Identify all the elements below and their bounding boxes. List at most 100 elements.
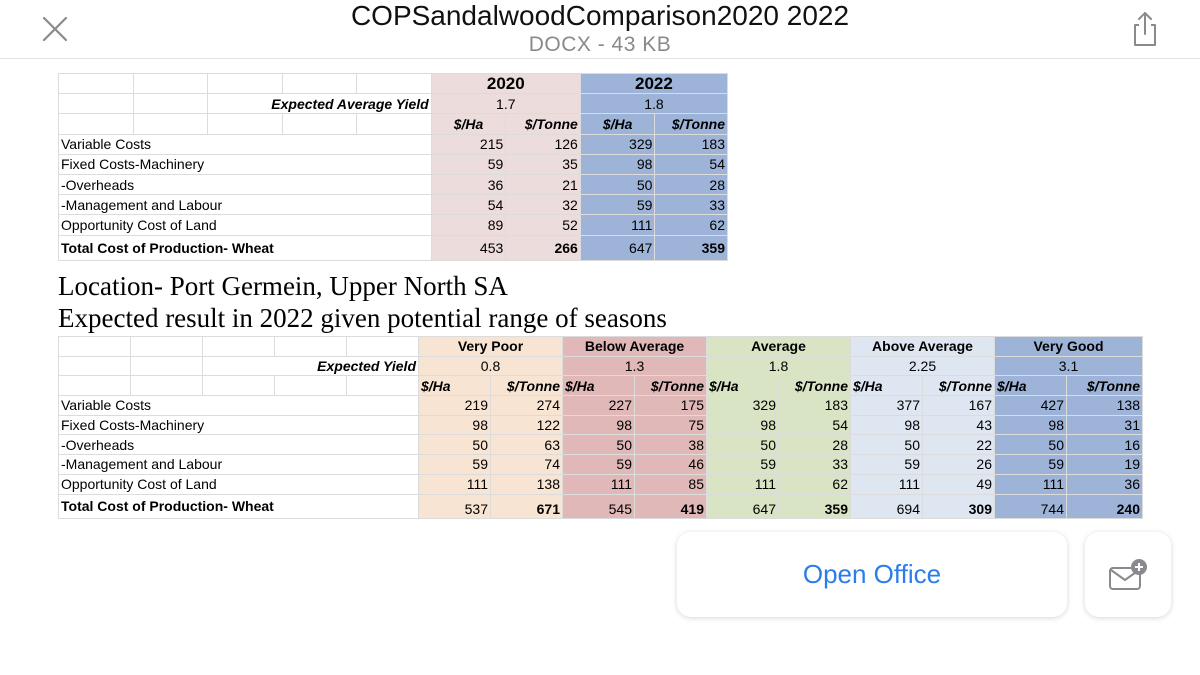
empty-cell [132, 113, 209, 135]
total-value: 309 [922, 493, 995, 519]
open-office-button[interactable]: Open Office [677, 532, 1067, 617]
cost-value: 50 [562, 434, 635, 456]
cost-value: 21 [505, 173, 581, 196]
cost-value: 111 [418, 473, 491, 495]
cost-value: 98 [994, 414, 1067, 436]
yield-value: 1.7 [430, 93, 581, 115]
unit-header: $/Ha [706, 375, 779, 397]
total-value: 647 [706, 493, 779, 519]
yield-value: 0.8 [418, 355, 563, 377]
mail-add-button[interactable] [1085, 532, 1171, 617]
empty-cell [281, 113, 358, 135]
row-label: -Overheads [58, 173, 432, 196]
row-label: Opportunity Cost of Land [58, 214, 432, 236]
unit-header: $/Tonne [778, 375, 851, 397]
total-value: 266 [505, 234, 581, 261]
empty-cell [58, 375, 131, 397]
total-value: 671 [490, 493, 563, 519]
table-row: 2020 2022 [58, 72, 729, 95]
row-label: Variable Costs [58, 395, 419, 416]
share-icon[interactable] [1128, 10, 1162, 48]
empty-cell [132, 72, 209, 95]
cost-value: 36 [1066, 473, 1143, 495]
cost-value: 98 [850, 414, 923, 436]
cost-value: 54 [778, 414, 851, 436]
table-row: Variable Costs 215 126 329 183 [58, 133, 728, 155]
cost-value: 98 [579, 153, 656, 175]
expected-result-text: Expected result in 2022 given potential … [58, 303, 667, 333]
yield-label: Expected Yield [202, 355, 419, 377]
total-value: 240 [1066, 493, 1143, 519]
cost-value: 54 [430, 194, 507, 216]
cost-value: 49 [922, 473, 995, 495]
cost-value: 183 [654, 133, 728, 155]
cost-value: 427 [994, 395, 1067, 416]
header-divider [0, 58, 1200, 59]
empty-cell [274, 336, 347, 357]
table-row: -Management and Labour 59 74 59 46 59 33 59 26 59… [58, 454, 1143, 475]
cost-value: 46 [634, 454, 707, 475]
cost-value: 38 [634, 434, 707, 456]
cost-value: 74 [490, 454, 563, 475]
close-icon[interactable] [38, 12, 72, 46]
table-row: Expected Yield 0.8 1.3 1.8 2.25 3.1 [58, 355, 1143, 377]
row-label: Fixed Costs-Machinery [58, 414, 419, 436]
total-value: 545 [562, 493, 635, 519]
season-header: Below Average [562, 336, 707, 357]
cost-value: 219 [418, 395, 491, 416]
cost-value: 62 [654, 214, 728, 236]
empty-cell [207, 72, 283, 95]
yield-value: 1.3 [562, 355, 707, 377]
unit-header: $/Tonne [922, 375, 995, 397]
empty-cell [58, 355, 131, 377]
empty-cell [130, 336, 203, 357]
season-header: Average [706, 336, 851, 357]
table-row: Opportunity Cost of Land 89 52 111 62 [58, 214, 728, 236]
empty-cell [130, 355, 203, 377]
unit-header: $/Tonne [1066, 375, 1143, 397]
cost-value: 122 [490, 414, 563, 436]
cost-value: 274 [490, 395, 563, 416]
cost-value: 59 [418, 454, 491, 475]
row-label: -Overheads [58, 434, 419, 456]
cost-value: 167 [922, 395, 995, 416]
total-label: Total Cost of Production- Wheat [58, 234, 432, 261]
cost-value: 32 [505, 194, 581, 216]
cost-value: 50 [579, 173, 656, 196]
empty-cell [58, 113, 134, 135]
cost-value: 138 [1066, 395, 1143, 416]
cost-value: 62 [778, 473, 851, 495]
cost-value: 52 [505, 214, 581, 236]
yield-value: 1.8 [579, 93, 729, 115]
unit-header: $/Ha [994, 375, 1067, 397]
unit-header: $/Tonne [505, 113, 581, 135]
cost-value: 377 [850, 395, 923, 416]
cost-value: 175 [634, 395, 707, 416]
cost-value: 98 [706, 414, 779, 436]
total-value: 419 [634, 493, 707, 519]
yield-value: 1.8 [706, 355, 851, 377]
cost-value: 227 [562, 395, 635, 416]
cost-value: 54 [654, 153, 728, 175]
empty-cell [356, 113, 432, 135]
mail-add-icon [1109, 558, 1147, 590]
cost-value: 43 [922, 414, 995, 436]
cost-value: 111 [562, 473, 635, 495]
unit-header: $/Ha [579, 113, 656, 135]
cost-value: 19 [1066, 454, 1143, 475]
cost-value: 16 [1066, 434, 1143, 456]
cost-value: 85 [634, 473, 707, 495]
location-text: Location- Port Germein, Upper North SA [58, 271, 508, 301]
row-label: Variable Costs [58, 133, 432, 155]
season-header: Very Poor [418, 336, 563, 357]
cost-value: 31 [1066, 414, 1143, 436]
row-label: -Management and Labour [58, 194, 432, 216]
cost-value: 59 [562, 454, 635, 475]
row-label: Fixed Costs-Machinery [58, 153, 432, 175]
total-value: 744 [994, 493, 1067, 519]
table-row: Very Poor Below Average Average Above Avera… [58, 336, 1143, 357]
cost-value: 59 [994, 454, 1067, 475]
empty-cell [281, 72, 358, 95]
cost-value: 33 [778, 454, 851, 475]
cost-value: 59 [430, 153, 507, 175]
